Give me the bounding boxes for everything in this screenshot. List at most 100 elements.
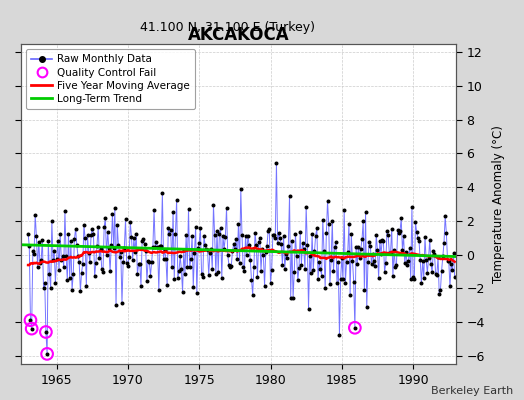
Point [435,291,443,298]
Point [169,208,177,215]
Point [316,266,324,272]
Point [86,259,94,266]
Point [286,192,294,199]
Point [27,326,36,332]
Point [327,257,335,263]
Point [348,258,357,264]
Point [287,294,295,301]
Point [136,260,144,267]
Point [308,231,316,238]
Point [177,266,185,273]
Point [24,230,32,237]
Point [404,257,412,264]
Point [100,224,108,231]
Point [354,244,363,250]
Point [50,248,58,254]
Point [398,246,407,253]
Point [407,276,415,282]
Point [129,235,138,242]
Point [251,230,259,236]
Point [118,300,126,306]
Point [151,244,159,250]
Point [80,222,88,228]
Point [259,252,268,258]
Point [131,248,139,255]
Point [380,269,389,275]
Point [357,246,365,252]
Point [78,269,86,276]
Point [371,263,379,269]
Point [162,256,170,262]
Point [81,235,89,242]
Title: AKCAKOCA: AKCAKOCA [188,26,289,44]
Point [447,261,455,267]
Point [87,232,95,238]
Point [36,260,44,266]
Point [397,215,406,222]
Point [428,269,436,276]
Point [198,271,206,278]
Point [110,245,118,251]
Point [57,257,66,263]
Point [394,227,402,233]
Point [97,266,106,273]
Point [135,261,143,268]
Point [389,272,397,279]
Point [433,271,441,278]
Point [313,225,321,231]
Point [193,290,201,296]
Point [164,225,172,231]
Point [89,230,97,237]
Point [120,245,128,251]
Point [335,332,344,338]
Point [395,230,403,236]
Point [323,198,332,204]
Point [353,260,362,267]
Point [334,259,342,265]
Point [73,242,81,248]
Point [226,264,234,270]
Point [38,237,47,243]
Point [43,351,51,357]
Point [336,276,345,282]
Point [42,329,50,335]
Point [381,260,390,266]
Point [283,255,291,262]
Point [132,230,140,237]
Point [278,261,287,268]
Point [350,278,358,285]
Point [351,324,359,331]
Point [160,247,169,253]
Point [243,252,251,258]
Point [422,257,430,263]
Point [239,264,247,270]
Point [440,240,448,246]
Point [122,216,130,222]
Point [298,240,307,246]
Point [392,261,401,268]
Point [352,244,361,250]
Point [230,241,238,248]
Point [183,264,191,270]
Point [222,205,231,211]
Point [163,282,171,288]
Point [133,271,141,277]
Point [144,258,152,264]
Point [300,246,308,253]
Point [139,236,148,242]
Point [328,218,336,224]
Point [181,270,189,277]
Point [182,232,190,238]
Point [208,266,216,272]
Point [362,208,370,215]
Point [32,233,40,240]
Point [280,266,289,272]
Point [329,268,337,274]
Point [165,231,173,237]
Point [448,266,456,273]
Point [430,251,439,257]
Point [76,288,84,294]
Point [446,283,454,290]
Point [363,304,371,310]
Point [413,235,422,241]
